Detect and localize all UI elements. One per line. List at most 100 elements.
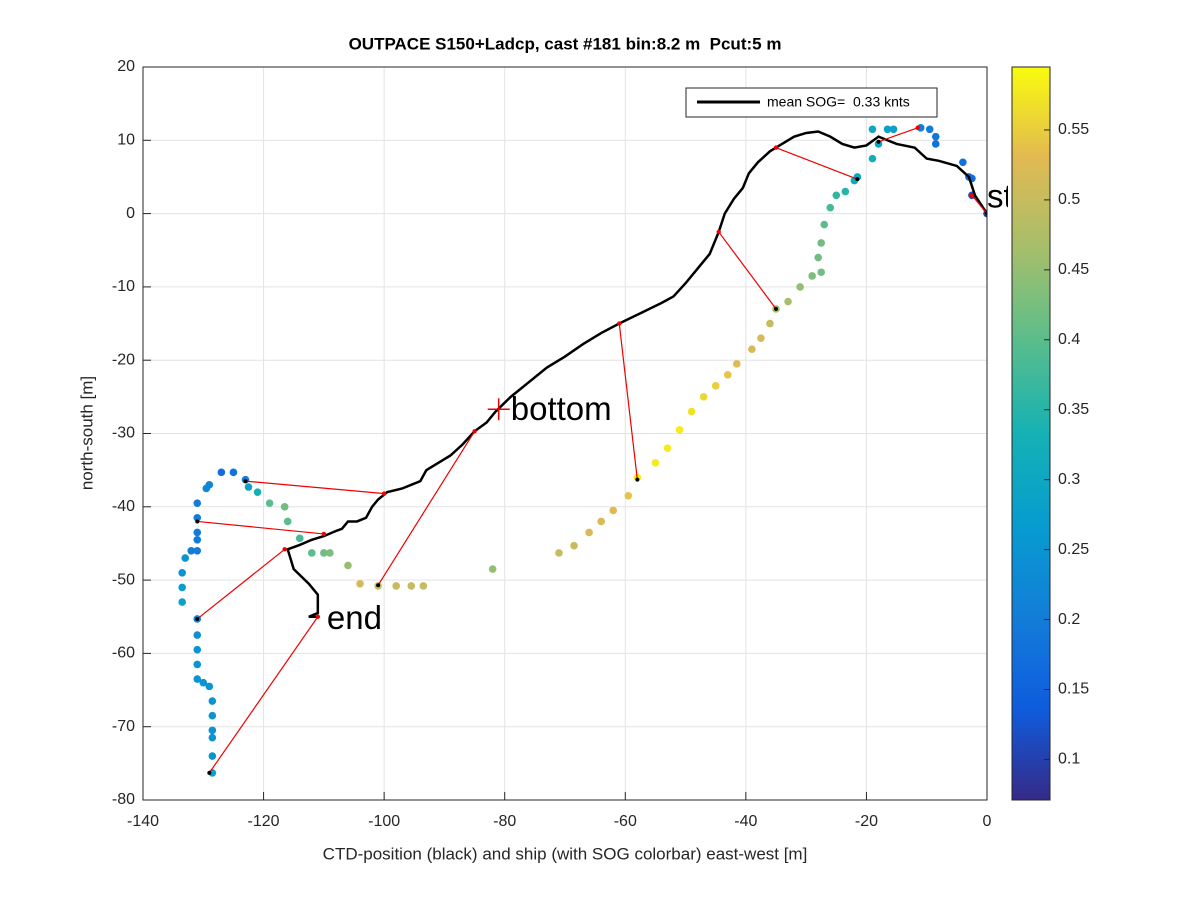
ship-point	[193, 645, 202, 654]
axes-box	[142, 66, 988, 801]
y-tick-label: -80	[112, 791, 135, 808]
ctd-track	[286, 130, 987, 618]
ctd-dot	[969, 193, 975, 198]
x-tick-label: -60	[614, 813, 637, 830]
link-line	[196, 548, 286, 620]
ship-point	[931, 140, 940, 148]
ship-point	[308, 549, 316, 557]
ship-point	[757, 334, 765, 343]
ship-star	[195, 616, 200, 621]
ctd-dot	[315, 614, 321, 619]
link-line	[245, 480, 385, 495]
colorbar-tick-label: 0.2	[1058, 611, 1080, 628]
y-tick-label: -60	[112, 645, 135, 662]
x-tick-label: -140	[127, 813, 159, 830]
link-line	[971, 194, 987, 214]
ship-point	[959, 158, 967, 167]
y-tick-label: 10	[117, 132, 135, 149]
y-tick-label: -10	[112, 278, 135, 295]
x-tick-label: -120	[248, 813, 280, 830]
chart-title: OUTPACE S150+Ladcp, cast #181 bin:8.2 m …	[349, 34, 782, 53]
ship-point	[392, 582, 401, 590]
ship-point	[814, 253, 822, 262]
ship-point	[419, 582, 428, 590]
link-line	[618, 323, 638, 480]
ctd-dot	[915, 125, 920, 131]
ship-point	[199, 678, 208, 687]
ship-point	[883, 125, 892, 134]
ship-star	[376, 583, 381, 588]
x-tick-label: -20	[855, 813, 878, 830]
ship-point	[265, 499, 274, 507]
x-tick-label: -80	[493, 813, 516, 830]
ship-point	[208, 711, 217, 720]
ship-star	[774, 306, 778, 311]
link-line	[775, 147, 858, 180]
ship-point	[356, 579, 364, 588]
ship-point	[244, 483, 253, 491]
link-line	[197, 520, 324, 535]
ship-point	[187, 546, 196, 555]
ship-point	[723, 371, 732, 379]
ship-point	[687, 407, 696, 416]
colorbar-tick-label: 0.3	[1058, 471, 1080, 488]
ship-point	[555, 549, 563, 557]
ship-point	[820, 220, 829, 229]
ship-star	[876, 139, 881, 144]
ship-star	[243, 479, 248, 484]
ship-point	[832, 191, 841, 200]
ship-point	[733, 360, 741, 368]
x-axis-label: CTD-position (black) and ship (with SOG …	[323, 844, 808, 863]
ship-point	[208, 752, 217, 760]
ship-point	[326, 549, 334, 557]
ship-point	[193, 499, 202, 507]
ship-point	[217, 468, 226, 477]
ship-point	[868, 154, 877, 163]
ship-point	[826, 203, 835, 212]
y-tick-label: -50	[112, 571, 135, 588]
ship-point	[178, 598, 186, 606]
ship-star	[855, 177, 860, 182]
ship-star	[207, 770, 212, 775]
ship-point	[320, 549, 328, 557]
ship-point	[597, 517, 605, 526]
colorbar-tick-label: 0.5	[1058, 191, 1080, 208]
ctd-dot	[381, 491, 387, 496]
annotation: end	[327, 599, 382, 636]
x-tick-label: -100	[368, 813, 400, 830]
colorbar-tick-label: 0.15	[1058, 681, 1089, 698]
ctd-dot	[716, 229, 721, 235]
annotation: bottom	[511, 390, 612, 427]
ship-point	[699, 393, 708, 401]
bottom-marker	[487, 398, 510, 421]
link-line	[377, 430, 476, 586]
ctd-dot	[773, 145, 779, 150]
ship-point	[931, 132, 940, 141]
ship-point	[711, 382, 720, 390]
ship-point	[178, 583, 186, 592]
ship-point	[407, 582, 416, 590]
ship-star	[635, 477, 640, 482]
ship-point	[663, 444, 672, 452]
ship-point	[624, 492, 633, 500]
ship-point	[817, 239, 826, 247]
data-layer	[178, 124, 987, 777]
ctd-dot	[617, 321, 622, 326]
ship-point	[925, 125, 934, 134]
colorbar-tick-label: 0.25	[1058, 541, 1089, 558]
ship-point	[295, 534, 304, 543]
link-line	[208, 616, 319, 774]
colorbar	[1011, 66, 1051, 801]
ship-point	[202, 484, 211, 493]
colorbar-tick-label: 0.4	[1058, 331, 1080, 348]
ship-point	[193, 660, 202, 669]
y-tick-label: -40	[112, 498, 135, 515]
colorbar-tick-label: 0.35	[1058, 401, 1089, 418]
y-tick-label: 0	[126, 205, 135, 222]
colorbar-tick-label: 0.45	[1058, 261, 1089, 278]
link-line	[718, 231, 777, 310]
ship-point	[193, 513, 202, 522]
y-axis-label: north-south [m]	[77, 376, 96, 490]
ship-point	[193, 528, 202, 537]
ship-point	[808, 272, 816, 280]
